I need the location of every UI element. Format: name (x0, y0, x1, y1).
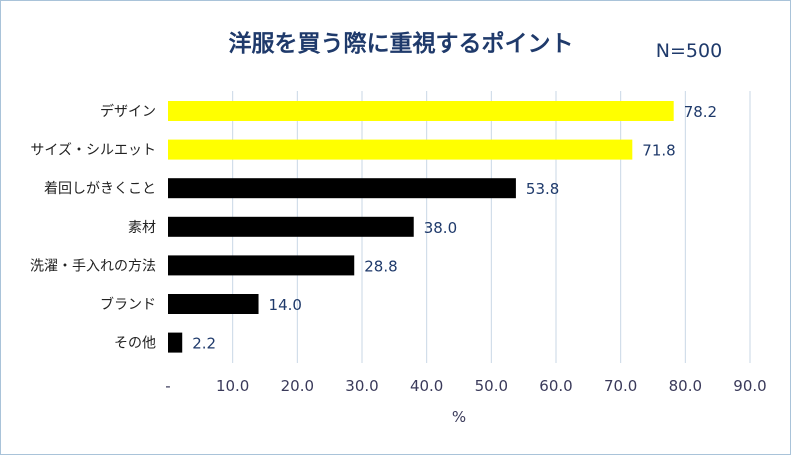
grid-lines (232, 91, 751, 363)
x-tick-label: 10.0 (216, 377, 249, 395)
data-labels: 78.2 71.8 53.8 38.0 28.8 14.0 2.2 (192, 103, 717, 353)
category-label: ブランド (100, 296, 156, 313)
x-tick-label: 20.0 (281, 377, 314, 395)
x-tick-label: 90.0 (733, 377, 766, 395)
bars (168, 101, 674, 353)
data-label: 28.8 (364, 257, 397, 275)
category-label: サイズ・シルエット (30, 143, 156, 159)
data-label: 2.2 (192, 335, 216, 353)
x-tick-label: 60.0 (539, 377, 572, 395)
data-label: 71.8 (642, 142, 675, 160)
x-tick-label: - (165, 377, 170, 395)
category-label: 着回しがきくこと (44, 181, 156, 197)
bar (168, 294, 259, 314)
sample-size-label: N=500 (656, 40, 722, 62)
data-label: 14.0 (269, 296, 302, 314)
bar (168, 332, 183, 353)
category-label: 素材 (128, 220, 156, 236)
x-tick-label: 70.0 (604, 377, 637, 395)
bar (168, 101, 674, 121)
category-label: その他 (114, 336, 156, 352)
data-label: 53.8 (526, 180, 559, 198)
data-label: 78.2 (684, 103, 717, 121)
x-tick-label: 80.0 (669, 377, 702, 395)
x-tick-label: 40.0 (410, 377, 443, 395)
bar (168, 255, 355, 276)
data-label: 38.0 (424, 219, 457, 237)
x-axis-ticks: - 10.0 20.0 30.0 40.0 50.0 60.0 70.0 80.0 90.0 (165, 377, 766, 395)
bar (168, 178, 516, 199)
bar (168, 216, 414, 237)
x-axis-title: % (452, 408, 466, 426)
x-tick-label: 50.0 (475, 377, 508, 395)
category-label: デザイン (100, 103, 156, 120)
category-label: 洗濯・手入れの方法 (30, 258, 156, 274)
bar (168, 139, 633, 160)
chart-title: 洋服を買う際に重視するポイント (229, 30, 574, 57)
x-tick-label: 30.0 (345, 377, 378, 395)
